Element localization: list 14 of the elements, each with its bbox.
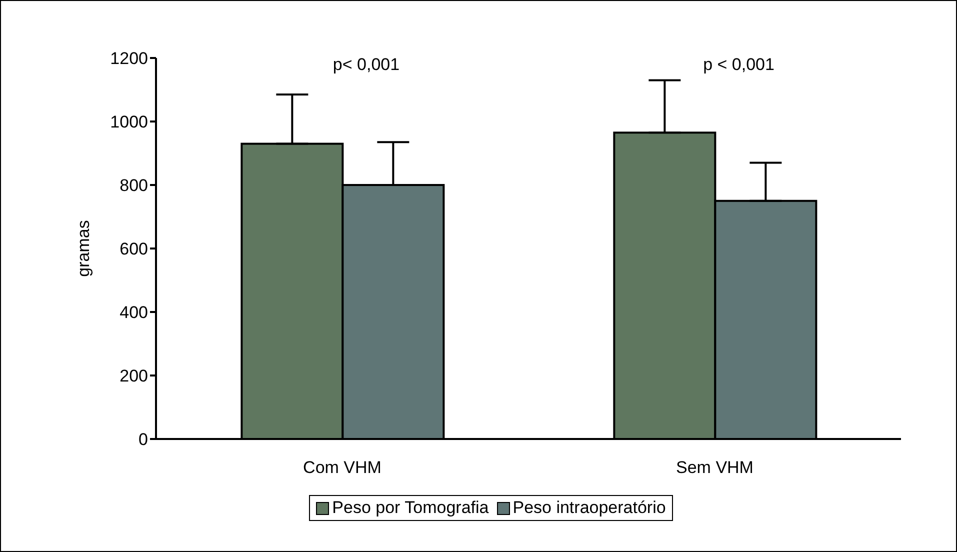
legend-label: Peso intraoperatório xyxy=(512,498,666,518)
y-tick-label: 1000 xyxy=(110,112,148,132)
x-tick-label: Sem VHM xyxy=(676,458,754,478)
y-tick-label: 600 xyxy=(120,240,148,259)
y-tick-label: 0 xyxy=(138,430,148,450)
y-tick-label: 200 xyxy=(120,366,148,386)
y-tick-label: 800 xyxy=(120,176,148,196)
annotation: p< 0,001 xyxy=(332,55,400,75)
y-axis-title: gramas xyxy=(74,220,94,277)
y-tick-label: 1200 xyxy=(110,49,148,68)
legend-label: Peso por Tomografia xyxy=(331,498,489,518)
annotation: p < 0,001 xyxy=(703,55,774,75)
x-tick-label: Com VHM xyxy=(303,458,382,478)
y-tick-label: 400 xyxy=(120,303,148,322)
